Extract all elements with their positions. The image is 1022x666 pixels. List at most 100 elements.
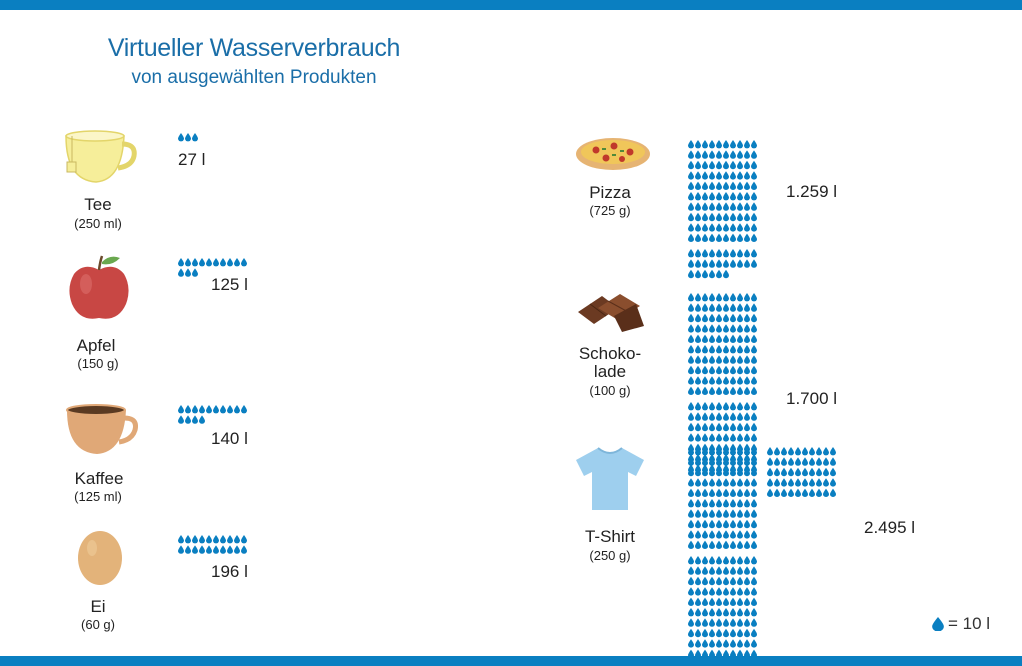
water-drop [716,447,722,456]
water-drop [702,269,708,279]
water-drop [702,608,708,617]
water-drop [702,249,708,258]
water-drop [688,576,694,586]
water-drop [716,355,722,364]
water-drop [716,303,722,312]
water-drop [695,212,701,222]
water-drop [688,509,694,518]
pizza-icon [576,138,650,170]
water-drop [688,181,694,190]
water-drop [695,192,701,201]
value-label: 1.700 l [786,389,838,408]
water-drop [816,488,822,498]
water-drop [695,412,701,421]
water-drop [716,433,722,442]
water-drop [702,587,708,596]
water-drop [702,355,708,364]
water-drop [751,597,757,606]
water-drop [716,597,722,606]
water-drop [751,233,757,242]
water-drop [723,422,729,432]
water-drop [737,202,743,211]
water-drop [688,556,694,565]
water-drop [709,519,715,529]
water-drop [774,447,780,456]
water-drop [723,376,729,385]
water-drop [206,545,212,554]
water-drop [709,233,715,242]
water-drop [688,293,694,302]
water-drop [192,535,198,544]
water-drop [795,457,801,466]
water-drop [716,499,722,508]
water-drop [730,365,736,375]
water-drop [737,259,743,268]
water-drop [744,402,750,411]
water-drop [751,447,757,456]
water-drop [737,587,743,596]
item-portion: (250 ml) [74,216,122,231]
water-drop [751,488,757,498]
water-drop [716,412,722,421]
water-drop [178,415,184,424]
water-drop [751,467,757,477]
water-drop [702,223,708,232]
water-drop [206,258,212,267]
water-drop [744,467,750,477]
water-drop [723,478,729,487]
water-drop [744,249,750,258]
water-drop [695,233,701,242]
water-drop [688,597,694,606]
water-drop [730,608,736,617]
water-drop [730,628,736,638]
water-drop [751,587,757,596]
water-drop [709,587,715,596]
water-drop [185,415,191,424]
water-drop [695,171,701,180]
water-drop [816,467,822,477]
water-drop [709,181,715,190]
water-drop [751,649,757,659]
water-drop [781,478,787,487]
water-drop [206,535,212,544]
water-drop [709,597,715,606]
water-drop [723,447,729,456]
water-drop [213,545,219,554]
water-drop [716,150,722,159]
water-drop [723,202,729,211]
water-drop [751,181,757,190]
egg-icon [78,531,122,585]
water-drop [695,313,701,323]
water-drop [178,133,184,142]
water-drop [716,467,722,477]
water-drop [192,405,198,414]
water-drop [709,556,715,565]
water-drop [688,269,694,279]
item-portion: (250 g) [589,548,631,563]
water-drop [737,181,743,190]
water-drop [702,618,708,627]
water-drop [744,365,750,375]
water-drop [702,212,708,222]
water-drop [744,202,750,211]
water-drop [185,545,191,554]
water-drop [744,478,750,487]
water-drop [737,488,743,498]
water-drop [695,249,701,258]
water-drop [744,422,750,432]
water-drop [234,545,240,554]
value-label: 125 l [211,275,248,294]
water-drop [702,628,708,638]
water-drop [744,259,750,268]
water-drop [688,160,694,170]
water-drop [192,415,198,424]
water-drop [730,447,736,456]
water-drop [688,202,694,211]
water-drop [709,212,715,222]
water-drop [185,133,191,142]
water-drop [723,303,729,312]
water-drop [702,140,708,149]
water-drop [744,556,750,565]
water-drop [716,345,722,354]
water-drop [744,509,750,518]
